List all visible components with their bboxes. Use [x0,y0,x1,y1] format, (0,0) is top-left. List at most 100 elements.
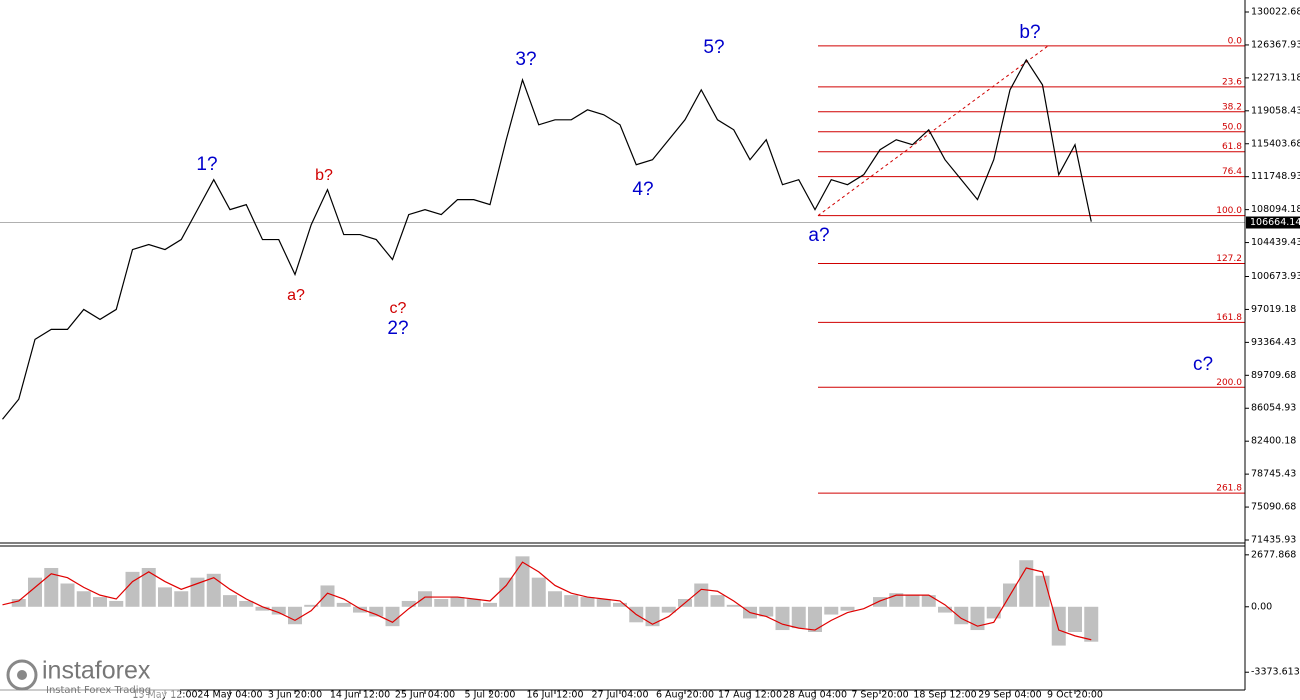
macd-bar [206,573,221,607]
x-tick-label: 28 Aug 04:00 [783,690,847,700]
fib-label: 0.0 [1228,36,1243,46]
macd-bar [613,602,627,607]
macd-bar [873,597,887,607]
macd-bar [531,577,546,607]
x-tick-label: 7 Sep 20:00 [851,690,908,700]
fib-label: 100.0 [1216,206,1242,216]
x-tick-label: 27 Jul 04:00 [592,690,649,700]
y-tick-label: 111748.93 [1251,171,1300,182]
macd-bar [938,606,952,613]
wave-label: c? [1193,354,1213,375]
y-tick-label: 86054.93 [1251,403,1296,414]
fib-label: 76.4 [1222,167,1242,177]
macd-bar [418,591,432,607]
signal-line [2,561,1092,641]
macd-bar [401,600,416,607]
macd-bar [223,595,237,607]
macd-bar [304,604,319,607]
macd-bar [450,597,465,607]
macd-bar [125,571,140,607]
macd-bar [661,606,676,613]
macd-bar [158,587,172,607]
macd-bar [954,606,969,625]
macd-bar [353,606,367,613]
macd-bar [596,599,611,607]
macd-bar [483,602,497,607]
wave-label: a? [287,287,305,304]
fib-label: 23.6 [1222,77,1242,87]
wave-label: b? [315,167,333,184]
y-tick-label: 126367.93 [1251,39,1300,50]
macd-bar [336,602,351,607]
macd-bar [726,604,741,607]
macd-bar [1068,606,1082,632]
x-tick-label: 16 Jul 12:00 [527,690,584,700]
macd-bar [141,567,156,607]
macd-bar [824,606,839,615]
x-tick-label: 29 Sep 04:00 [978,690,1041,700]
current-price-label: 106664.14 [1250,217,1300,228]
fib-label: 261.8 [1216,484,1242,494]
macd-bar [44,567,59,607]
macd-bar [385,606,400,627]
macd-bar [93,597,107,607]
wave-label: 1? [196,154,217,175]
macd-bar [271,606,286,615]
logo-icon [6,659,38,691]
macd-bar [76,591,91,607]
macd-bar [840,606,855,611]
x-tick-label: 9 Oct 20:00 [1047,690,1103,700]
logo-brand: instaforex [42,657,151,685]
y-tick-label: 97019.18 [1251,304,1296,315]
x-tick-label: 17 Aug 12:00 [718,690,782,700]
macd-bar [645,606,660,627]
logo-tagline: Instant Forex Trading [46,685,151,696]
fib-label: 38.2 [1222,102,1242,112]
x-tick-label: 3 Jun 20:00 [268,690,322,700]
price-line [2,58,1092,420]
x-tick-label: 25 Jun 04:00 [395,690,455,700]
x-tick-label: 14 Jun 12:00 [330,690,390,700]
macd-bar [288,606,302,625]
logo: instaforex Instant Forex Trading [0,655,180,697]
logo-icon [17,670,27,680]
macd-bar [548,591,562,607]
y-tick-label: 71435.93 [1251,535,1296,546]
y-tick-label: -3373.613 [1251,667,1300,678]
macd-bar [499,577,514,607]
macd-bar [320,585,335,607]
macd-bar [369,606,384,617]
macd-bar [11,599,26,607]
macd-bar [921,595,936,607]
macd-bar [239,600,254,607]
macd-bar [60,583,75,607]
macd-bar [710,595,725,607]
x-tick-label: 5 Jul 20:00 [465,690,516,700]
y-tick-label: 89709.68 [1251,370,1296,381]
macd-bar [775,606,790,631]
fib-label: 127.2 [1216,254,1242,264]
x-tick-label: 24 May 04:00 [197,690,262,700]
wave-label: c? [390,300,407,317]
y-tick-label: 119058.43 [1251,105,1300,116]
macd-bar [759,606,774,617]
macd-bar [434,599,449,607]
y-tick-label: 100673.93 [1251,271,1300,282]
x-tick-label: 6 Aug 20:00 [656,690,714,700]
macd-bar [580,597,595,607]
wave-label: a? [808,225,829,246]
macd-bar [986,606,1001,619]
y-tick-label: 0.00 [1251,601,1272,612]
y-tick-label: 93364.43 [1251,337,1296,348]
macd-bar [791,606,806,629]
macd-bar [905,595,920,607]
macd-bar [1084,606,1099,642]
wave-label: b? [1019,22,1040,43]
fib-label: 61.8 [1222,142,1242,152]
macd-bar [255,606,270,611]
y-tick-label: 78745.43 [1251,469,1296,480]
macd-bar [694,583,709,607]
y-tick-label: 104439.43 [1251,237,1300,248]
wave-label: 5? [703,37,724,58]
